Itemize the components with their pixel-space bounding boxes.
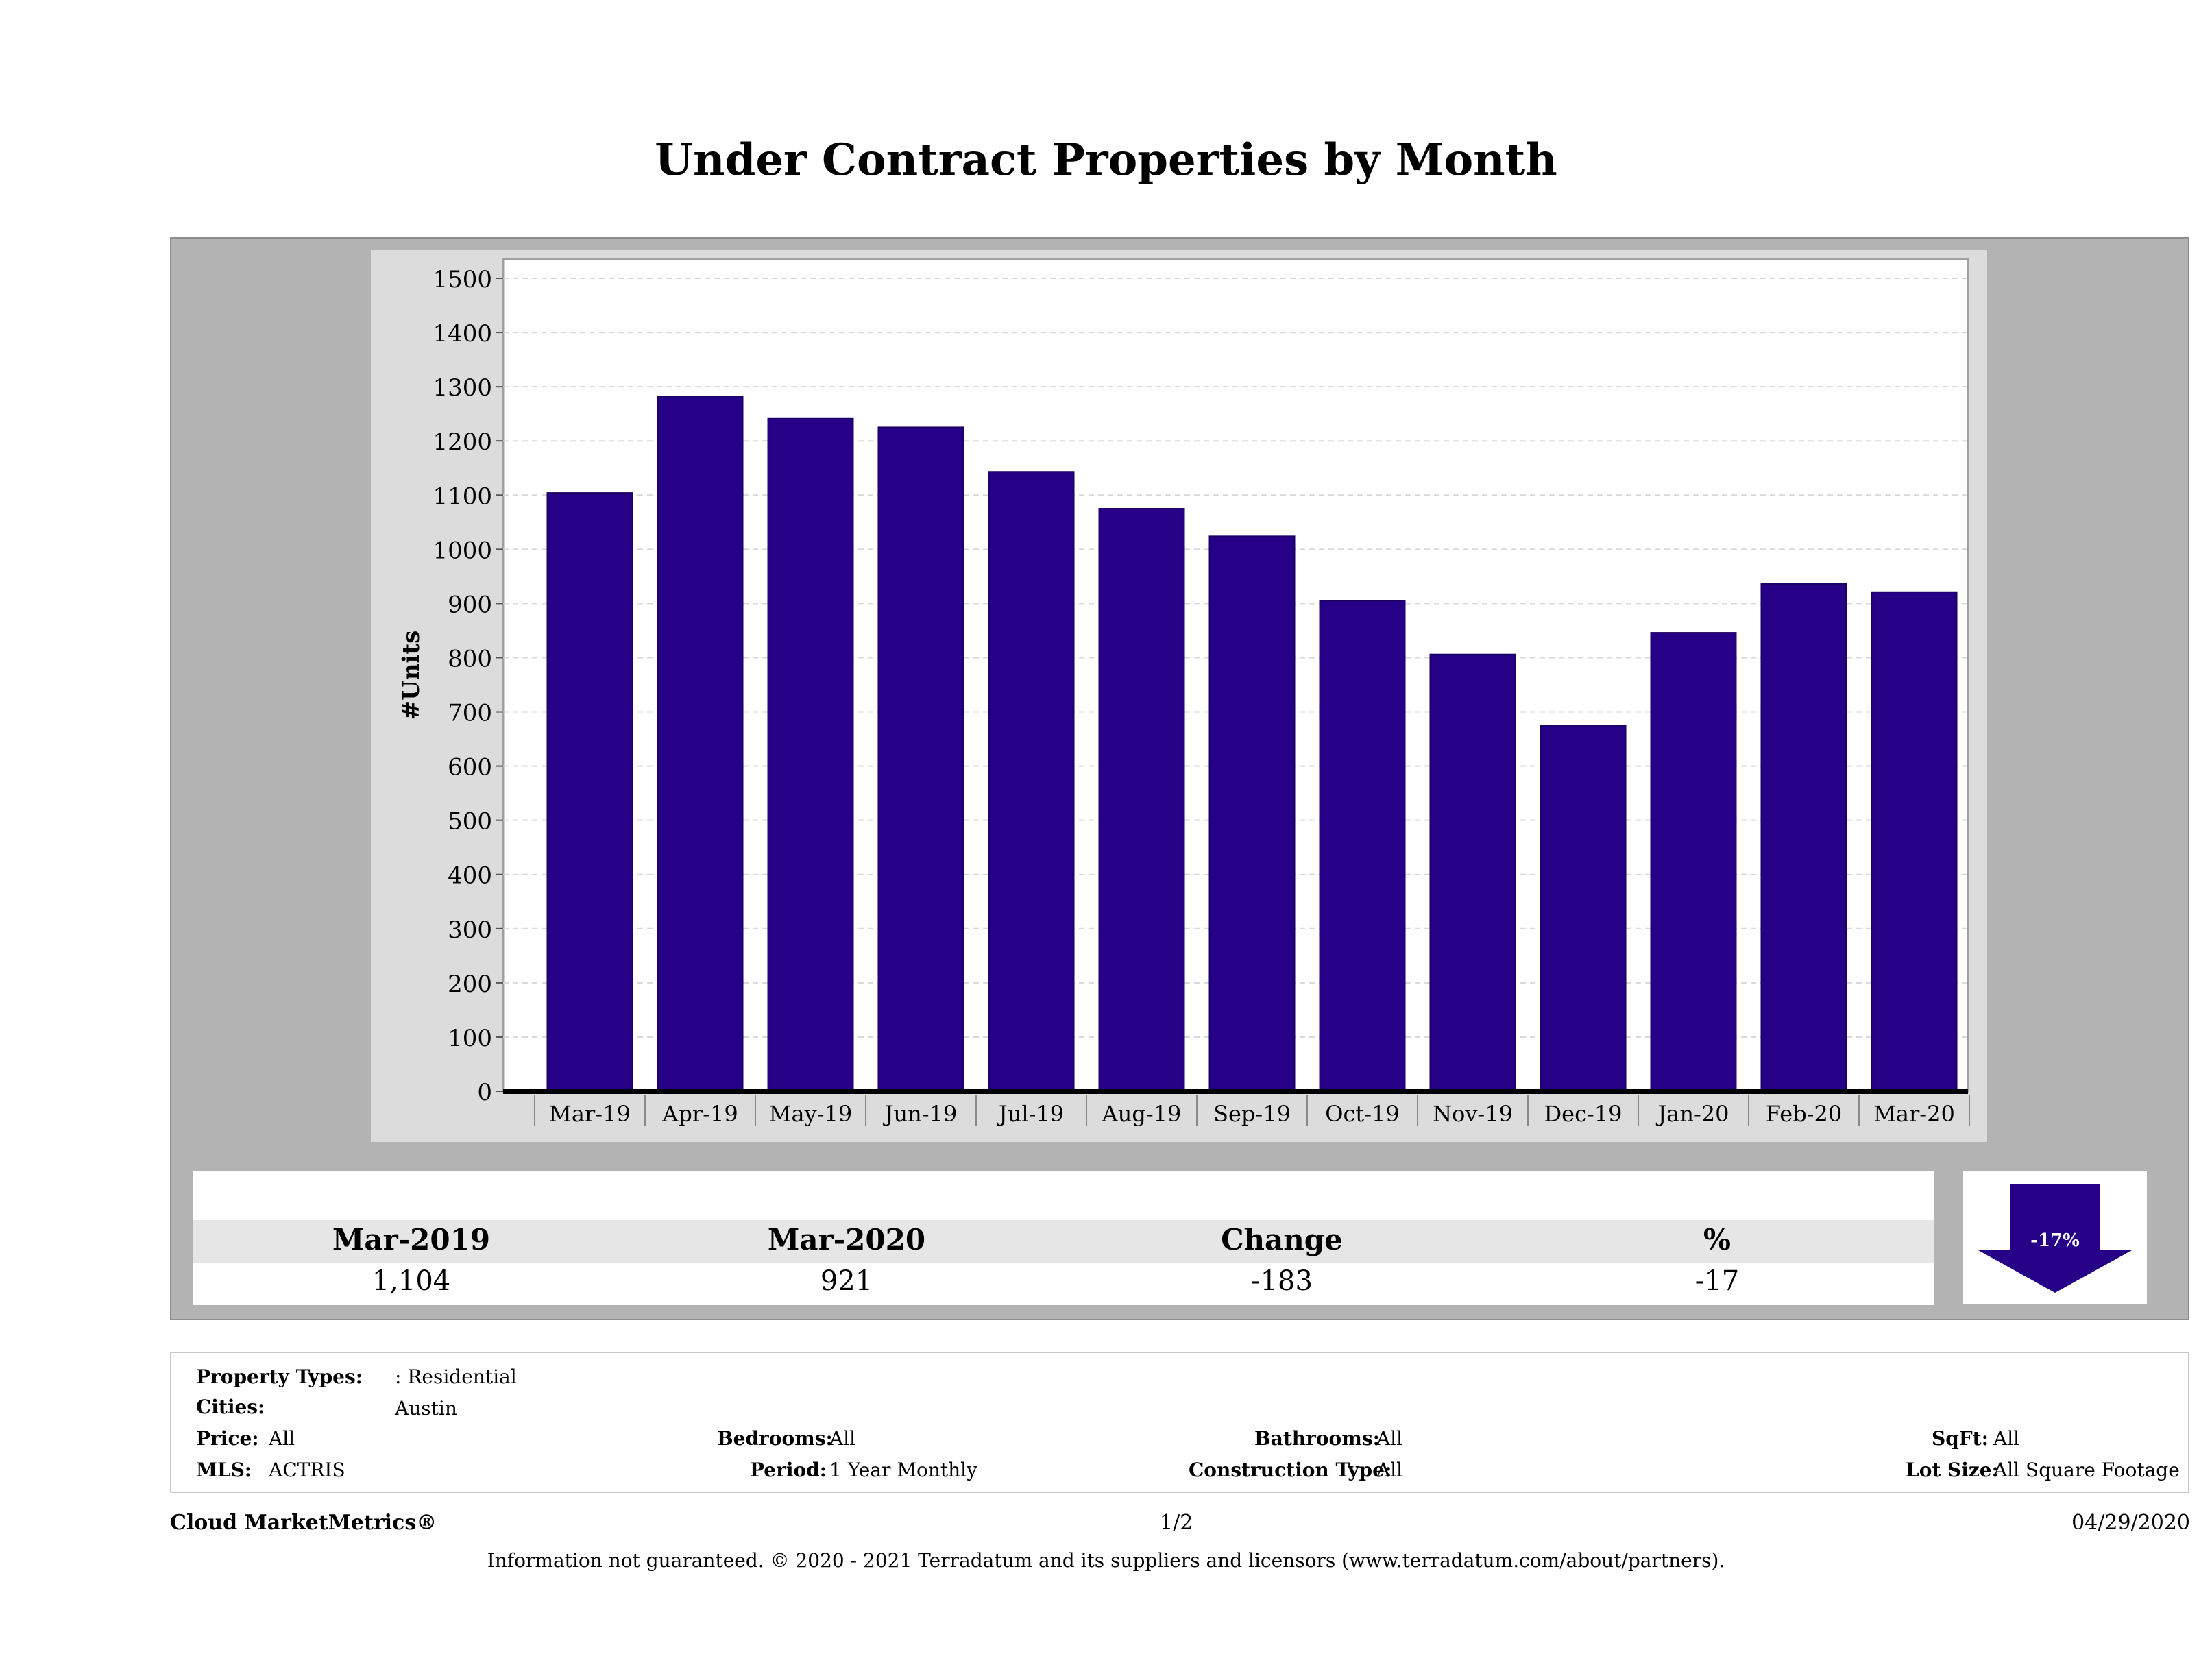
report-date: 04/29/2020 bbox=[2071, 1511, 2190, 1535]
bar bbox=[1650, 632, 1737, 1092]
bar bbox=[657, 396, 744, 1092]
y-tick-label: 1500 bbox=[433, 266, 492, 293]
bar bbox=[546, 492, 633, 1092]
period-value: 1 Year Monthly bbox=[829, 1459, 977, 1481]
cities-label: Cities: bbox=[196, 1396, 265, 1418]
brand-name: Cloud MarketMetrics® bbox=[170, 1511, 437, 1535]
y-tick-label: 100 bbox=[448, 1025, 492, 1052]
change-badge: -17% bbox=[2030, 1230, 2080, 1251]
summary-value-percent: -17 bbox=[1694, 1265, 1740, 1297]
y-axis-label: #Units bbox=[398, 631, 425, 720]
price-value: All bbox=[269, 1427, 295, 1450]
summary-header-row bbox=[193, 1220, 1934, 1263]
sqft-label: SqFt: bbox=[1932, 1427, 1989, 1450]
y-tick-label: 800 bbox=[448, 645, 492, 672]
x-tick-label: May-19 bbox=[769, 1101, 852, 1127]
mls-label: MLS: bbox=[196, 1459, 252, 1481]
period-label: Period: bbox=[750, 1459, 827, 1481]
y-tick-label: 200 bbox=[448, 971, 492, 998]
y-tick-label: 1300 bbox=[433, 374, 492, 402]
summary-value-change: -183 bbox=[1251, 1265, 1313, 1297]
x-tick-label: Sep-19 bbox=[1213, 1101, 1291, 1127]
x-tick-label: Mar-19 bbox=[549, 1101, 631, 1127]
bar bbox=[877, 426, 964, 1092]
page-number: 1/2 bbox=[1160, 1511, 1193, 1535]
y-tick-label: 1400 bbox=[433, 320, 492, 348]
bedrooms-value: All bbox=[829, 1427, 856, 1450]
y-tick-label: 700 bbox=[448, 700, 492, 727]
y-tick-label: 900 bbox=[448, 591, 492, 618]
y-tick-label: 400 bbox=[448, 862, 492, 890]
bar bbox=[767, 417, 854, 1093]
y-tick-label: 300 bbox=[448, 916, 492, 944]
x-tick-label: Oct-19 bbox=[1325, 1101, 1400, 1127]
down-arrow-icon: -17% bbox=[1978, 1184, 2132, 1293]
bar bbox=[1098, 508, 1185, 1092]
price-label: Price: bbox=[196, 1427, 259, 1450]
change-indicator: -17% bbox=[1963, 1171, 2147, 1304]
bar bbox=[1319, 600, 1406, 1092]
x-tick-label: Nov-19 bbox=[1433, 1101, 1513, 1127]
construction-type-label: Construction Type: bbox=[1189, 1459, 1392, 1481]
bathrooms-label: Bathrooms: bbox=[1254, 1427, 1380, 1450]
bar-chart: 0 100 200 300 400 500 600 700 800 900 1000 1100 1200… bbox=[398, 258, 1970, 1127]
property-types-label: Property Types: bbox=[196, 1365, 363, 1388]
x-tick-label: Dec-19 bbox=[1544, 1101, 1622, 1127]
bedrooms-label: Bedrooms: bbox=[717, 1427, 833, 1450]
x-tick-label: Feb-20 bbox=[1766, 1101, 1842, 1127]
y-tick-label: 1000 bbox=[433, 537, 492, 564]
x-tick-label: Aug-19 bbox=[1102, 1101, 1182, 1127]
y-tick-label: 500 bbox=[448, 808, 492, 836]
bar bbox=[988, 471, 1075, 1092]
property-types-value: : Residential bbox=[395, 1365, 517, 1388]
sqft-value: All bbox=[1993, 1427, 2020, 1450]
x-tick-label: Jul-19 bbox=[997, 1101, 1064, 1127]
x-tick-label: Jan-20 bbox=[1655, 1101, 1729, 1127]
chart-title: Under Contract Properties by Month bbox=[655, 134, 1557, 186]
summary-header-start: Mar-2019 bbox=[332, 1223, 491, 1256]
disclaimer: Information not guaranteed. © 2020 - 202… bbox=[487, 1549, 1725, 1572]
cities-value: Austin bbox=[395, 1397, 457, 1420]
summary-value-start: 1,104 bbox=[372, 1265, 451, 1297]
x-tick-label: Mar-20 bbox=[1873, 1101, 1955, 1127]
bar bbox=[1871, 591, 1958, 1092]
bar bbox=[1540, 725, 1627, 1092]
x-tick-label: Apr-19 bbox=[661, 1101, 738, 1127]
y-tick-label: 600 bbox=[448, 754, 492, 781]
summary-header-change: Change bbox=[1221, 1223, 1343, 1256]
y-tick-label: 0 bbox=[477, 1079, 492, 1106]
lot-size-label: Lot Size: bbox=[1906, 1459, 1999, 1481]
x-tick-label: Jun-19 bbox=[883, 1101, 958, 1127]
y-tick-label: 1100 bbox=[433, 483, 492, 510]
summary-header-end: Mar-2020 bbox=[767, 1223, 926, 1256]
summary-value-end: 921 bbox=[820, 1265, 873, 1297]
y-tick-label: 1200 bbox=[433, 428, 492, 456]
bathrooms-value: All bbox=[1376, 1427, 1403, 1450]
bar bbox=[1208, 535, 1296, 1092]
mls-value: ACTRIS bbox=[269, 1459, 345, 1481]
filter-panel bbox=[170, 1352, 2189, 1493]
bar bbox=[1429, 653, 1516, 1092]
lot-size-value: All Square Footage bbox=[1993, 1459, 2180, 1481]
summary-header-percent: % bbox=[1703, 1223, 1731, 1256]
bar bbox=[1760, 583, 1847, 1093]
construction-type-value: All bbox=[1376, 1459, 1403, 1481]
